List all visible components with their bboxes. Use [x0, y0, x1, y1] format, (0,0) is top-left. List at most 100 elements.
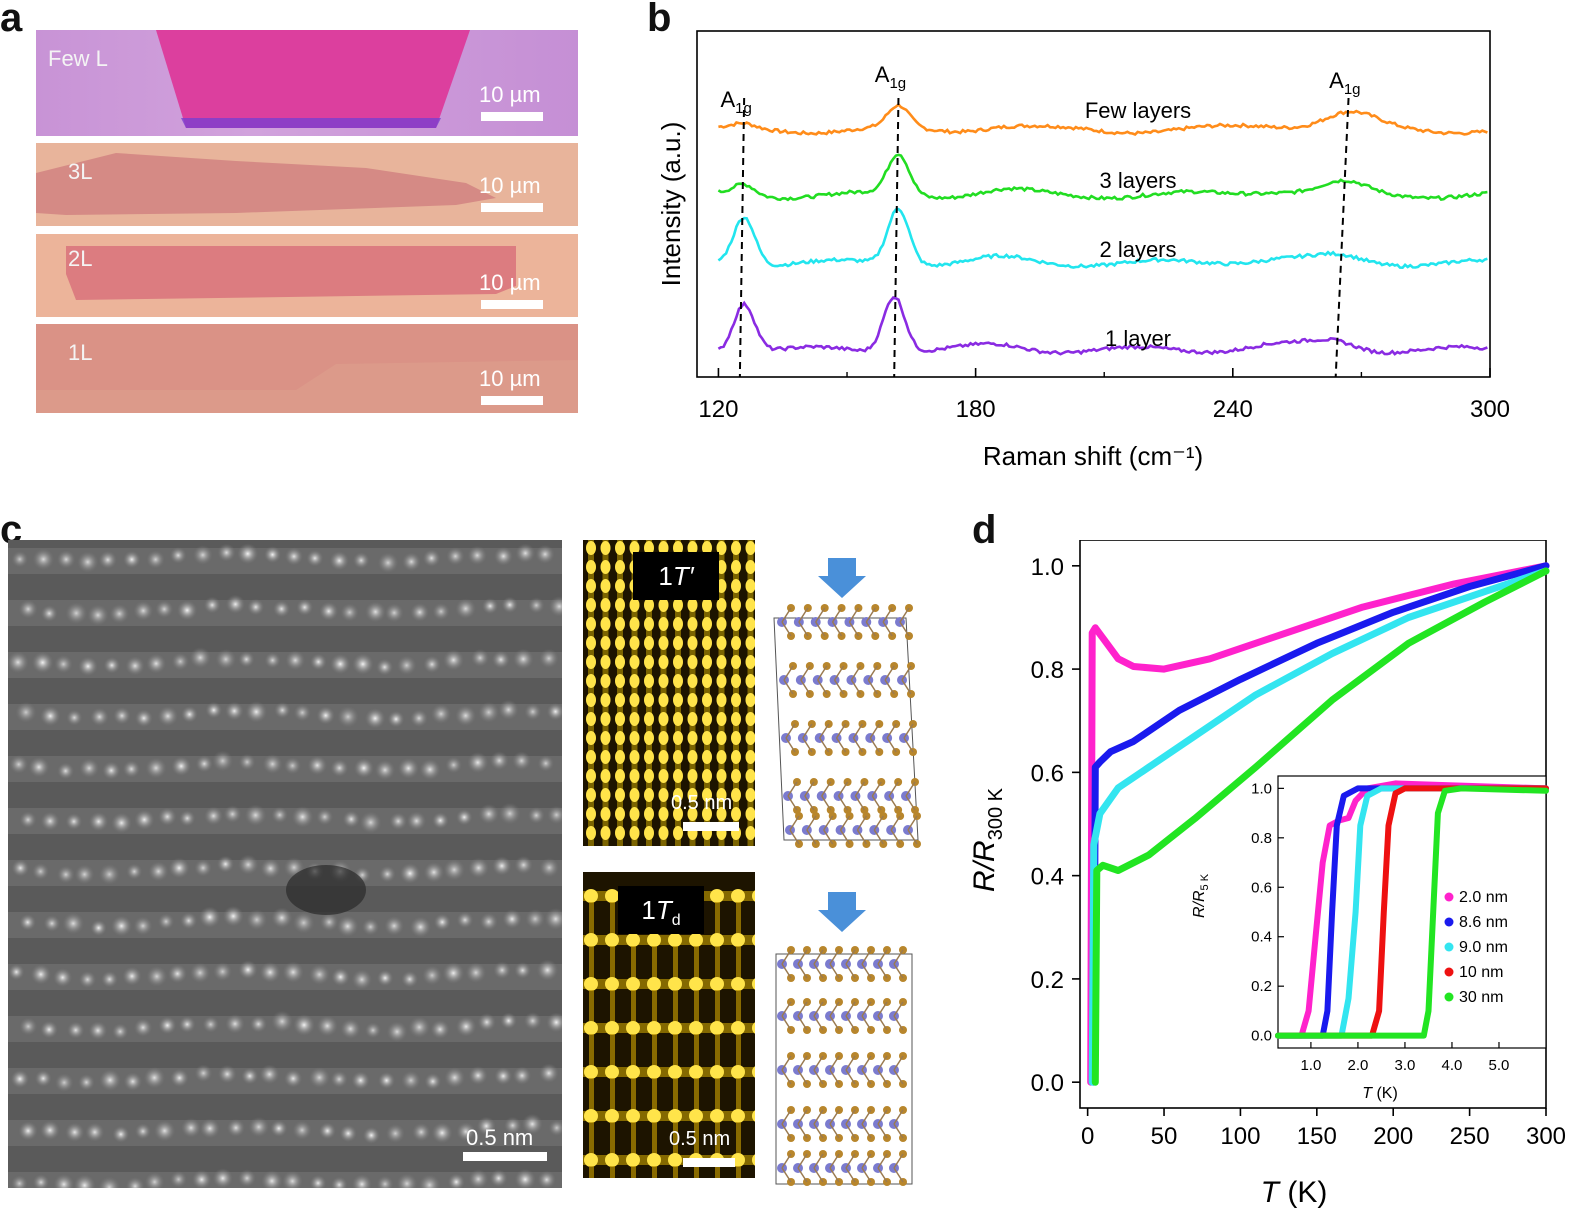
series-line-30-nm [1091, 567, 1550, 1086]
sim-atom [731, 617, 741, 631]
atom-dot [19, 914, 36, 931]
atom-dot [455, 705, 477, 727]
sim-bond [715, 946, 720, 980]
sim-atom [731, 636, 741, 650]
bond [856, 829, 868, 845]
bond [893, 1015, 904, 1031]
sim-atom [586, 655, 596, 669]
axes: 0 50 100 150 200 250 300 0.0 0.2 0.4 0.6 0.8 1.0 [1031, 554, 1566, 1150]
sim-bond [589, 1078, 594, 1112]
bond [893, 949, 904, 965]
sim-atom [629, 712, 640, 726]
sim-atom [658, 826, 669, 840]
sim-bond [589, 1034, 594, 1068]
sim-atom [600, 693, 611, 707]
scale-bar [683, 1158, 735, 1167]
metal-atom [827, 617, 838, 627]
x-tick-label: 120 [698, 396, 738, 423]
sim-atom [626, 1021, 640, 1035]
sim-atom [615, 541, 625, 555]
sim-bond [736, 1122, 741, 1156]
sim-atom [644, 617, 654, 631]
sim-atom [615, 750, 625, 764]
atom-dot [442, 962, 465, 984]
sim-atom [731, 712, 741, 726]
atom-dot [19, 1017, 38, 1036]
sim-atom [702, 655, 712, 669]
bond [877, 1069, 888, 1085]
sim-atom [658, 807, 669, 821]
atom-dot [292, 1120, 312, 1140]
legend-label: 30 nm [1459, 989, 1503, 1006]
atom-dot [176, 600, 198, 621]
sim-atom [702, 598, 712, 612]
sim-atom [586, 731, 596, 745]
phase-label-sub: d [671, 912, 681, 930]
atom-dot [87, 604, 109, 626]
y-tick-label: 0.4 [1031, 864, 1064, 891]
sim-atom [586, 826, 596, 840]
peak-annotation: A1g [720, 87, 751, 117]
bond [877, 1015, 888, 1031]
sim-atom [673, 788, 683, 802]
bond [893, 1001, 904, 1017]
atom-dot [396, 1173, 418, 1188]
legend-label: 8.6 nm [1459, 914, 1508, 931]
atom-dot [57, 762, 75, 780]
atom-dot [11, 1175, 28, 1188]
sim-atom [615, 579, 625, 593]
x-tick-label: 250 [1450, 1123, 1490, 1150]
atom-dot [273, 600, 291, 618]
atom-dot [410, 602, 430, 622]
atom-dot [111, 812, 132, 834]
atom-dot [274, 701, 291, 719]
atom-dot [306, 549, 324, 567]
atom-dot [146, 965, 168, 987]
sim-atom [689, 933, 703, 947]
atom-dot [477, 1013, 496, 1032]
bond [854, 795, 866, 811]
atom-dot [98, 863, 120, 885]
bond [882, 621, 893, 637]
stem-lattice [8, 540, 562, 1188]
sim-atom [752, 1022, 755, 1034]
x-tick-label: 0 [1081, 1123, 1094, 1150]
bond [861, 963, 872, 979]
bond [907, 815, 918, 831]
sim-atom [745, 579, 755, 593]
atom-dot [170, 1170, 187, 1188]
image-label: 1L [68, 340, 93, 365]
sim-atom [644, 826, 654, 840]
atom-dot [445, 756, 463, 774]
inset-x-label: T (K) [1362, 1085, 1398, 1102]
bond [871, 781, 882, 797]
sim-atom [586, 788, 596, 802]
sim-atom [600, 617, 611, 631]
sim-atom [644, 636, 654, 650]
sim-atom [745, 712, 755, 726]
sim-atom [658, 750, 669, 764]
atom-dot [539, 648, 559, 669]
bond [802, 723, 813, 739]
sim-atom [600, 560, 611, 574]
atom-dot [546, 1012, 562, 1033]
atom-dot [248, 1116, 269, 1138]
atom-dot [65, 813, 83, 830]
unit-cell-box [775, 953, 913, 1185]
atom-dot [353, 758, 374, 779]
sim-atom [731, 693, 741, 707]
legend-label: 2.0 nm [1459, 889, 1508, 906]
metal-atom [869, 825, 880, 835]
sim-atom [731, 933, 745, 947]
sim-atom [615, 693, 625, 707]
sim-atom [586, 598, 596, 612]
bond [886, 737, 897, 753]
atom-dot [478, 803, 499, 825]
inset-frame [1277, 775, 1547, 1049]
peak-guide-line [1334, 97, 1350, 378]
bond [797, 1167, 808, 1183]
sim-atom [687, 807, 698, 821]
sim-atom [731, 579, 741, 593]
inset-y-label: R/R5 K [1191, 873, 1211, 918]
sim-bond [631, 1034, 636, 1068]
